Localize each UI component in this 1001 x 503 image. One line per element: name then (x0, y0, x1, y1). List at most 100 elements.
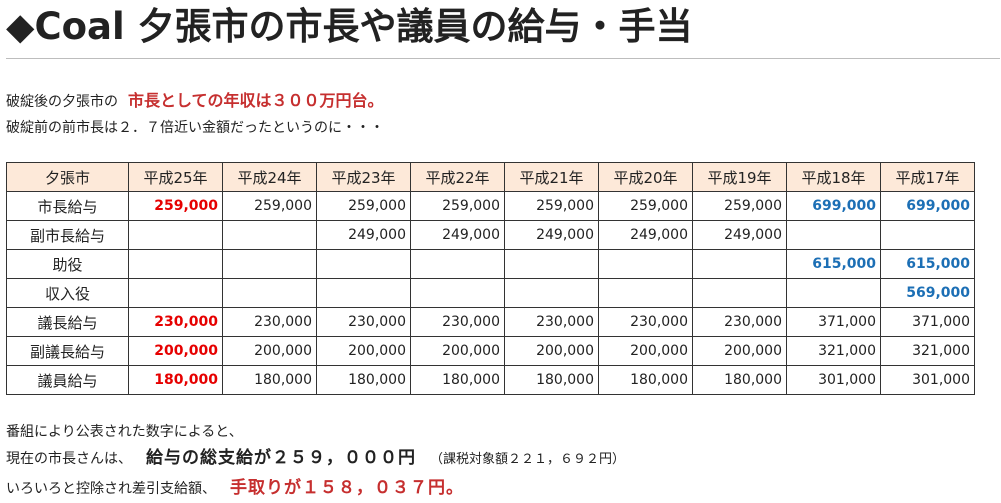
row-label: 収入役 (6, 278, 129, 308)
table-cell: 615,000 (786, 249, 881, 279)
table-cell: 180,000 (128, 365, 223, 395)
table-cell: 180,000 (316, 365, 411, 395)
table-cell: 200,000 (504, 336, 599, 366)
table-cell: 259,000 (504, 191, 599, 221)
row-label: 助役 (6, 249, 129, 279)
table-cell (316, 278, 411, 308)
row-label: 議長給与 (6, 307, 129, 337)
table-header-row: 夕張市 平成25年 平成24年 平成23年 平成22年 平成21年 平成20年 … (6, 162, 975, 192)
table-row: 議員給与 180,000 180,000 180,000 180,000 180… (6, 365, 975, 395)
footer-line-3-prefix: いろいろと控除され差引支給額、 (6, 481, 216, 497)
table-header-cell: 平成23年 (316, 162, 411, 192)
table-cell (222, 278, 317, 308)
table-cell: 230,000 (692, 307, 787, 337)
table-cell: 259,000 (316, 191, 411, 221)
table-cell (504, 278, 599, 308)
table-cell (128, 278, 223, 308)
table-row: 副市長給与 249,000 249,000 249,000 249,000 24… (6, 220, 975, 250)
table-cell: 200,000 (316, 336, 411, 366)
table-cell (504, 249, 599, 279)
table-cell: 699,000 (786, 191, 881, 221)
footer-line-3: いろいろと控除され差引支給額、 手取りが１５８，０３７円。 (6, 476, 464, 501)
table-cell: 259,000 (410, 191, 505, 221)
table-cell (410, 278, 505, 308)
table-row: 議長給与 230,000 230,000 230,000 230,000 230… (6, 307, 975, 337)
table-cell: 230,000 (410, 307, 505, 337)
table-cell: 699,000 (880, 191, 975, 221)
table-cell: 230,000 (598, 307, 693, 337)
row-label: 副議長給与 (6, 336, 129, 366)
table-row: 市長給与 259,000 259,000 259,000 259,000 259… (6, 191, 975, 221)
table-cell: 301,000 (786, 365, 881, 395)
title-divider (6, 58, 1000, 59)
table-cell (128, 249, 223, 279)
table-header-cell: 平成24年 (222, 162, 317, 192)
table-cell: 200,000 (410, 336, 505, 366)
take-home-text: 手取りが１５８，０３７円。 (230, 478, 464, 498)
footer-line-2-prefix: 現在の市長さんは、 (6, 451, 132, 467)
table-cell: 259,000 (128, 191, 223, 221)
table-cell: 249,000 (316, 220, 411, 250)
table-cell: 615,000 (880, 249, 975, 279)
table-cell: 230,000 (316, 307, 411, 337)
page-title: ◆Coal 夕張市の市長や議員の給与・手当 (6, 5, 693, 48)
table-cell: 371,000 (786, 307, 881, 337)
intro-highlight: 市長としての年収は３００万円台。 (128, 91, 384, 110)
table-cell: 200,000 (128, 336, 223, 366)
table-cell: 200,000 (598, 336, 693, 366)
table-row: 助役 615,000 615,000 (6, 249, 975, 279)
table-cell: 249,000 (692, 220, 787, 250)
table-cell: 230,000 (222, 307, 317, 337)
table-row: 副議長給与 200,000 200,000 200,000 200,000 20… (6, 336, 975, 366)
footer-line-1: 番組により公表された数字によると、 (6, 424, 243, 440)
table-cell: 180,000 (598, 365, 693, 395)
table-cell: 371,000 (880, 307, 975, 337)
table-cell (692, 278, 787, 308)
intro-line-2: 破綻前の前市長は２．７倍近い金額だったというのに・・・ (6, 120, 384, 136)
footer-line-2: 現在の市長さんは、 給与の総支給が２５９，０００円 （課税対象額２２１，６９２円） (6, 446, 625, 472)
table-header-cell: 平成25年 (128, 162, 223, 192)
table-cell: 321,000 (880, 336, 975, 366)
table-header-cell: 平成19年 (692, 162, 787, 192)
table-cell (128, 220, 223, 250)
table-cell: 321,000 (786, 336, 881, 366)
table-cell: 259,000 (692, 191, 787, 221)
table-header-cell: 平成20年 (598, 162, 693, 192)
table-cell: 200,000 (222, 336, 317, 366)
table-cell: 259,000 (598, 191, 693, 221)
table-cell: 301,000 (880, 365, 975, 395)
table-cell: 180,000 (692, 365, 787, 395)
table-cell: 249,000 (504, 220, 599, 250)
table-cell: 180,000 (504, 365, 599, 395)
table-cell: 180,000 (222, 365, 317, 395)
row-label: 市長給与 (6, 191, 129, 221)
table-cell (786, 278, 881, 308)
table-cell (692, 249, 787, 279)
table-cell: 180,000 (410, 365, 505, 395)
table-cell: 569,000 (880, 278, 975, 308)
table-cell: 230,000 (504, 307, 599, 337)
table-cell (786, 220, 881, 250)
table-cell (598, 249, 693, 279)
table-header-cell: 平成22年 (410, 162, 505, 192)
table-cell (222, 249, 317, 279)
table-cell: 249,000 (410, 220, 505, 250)
table-row: 収入役 569,000 (6, 278, 975, 308)
table-cell: 200,000 (692, 336, 787, 366)
table-cell (316, 249, 411, 279)
table-cell (598, 278, 693, 308)
table-cell (222, 220, 317, 250)
table-cell: 259,000 (222, 191, 317, 221)
intro-prefix: 破綻後の夕張市の (6, 94, 118, 110)
table-cell: 249,000 (598, 220, 693, 250)
table-cell (880, 220, 975, 250)
taxable-amount-note: （課税対象額２２１，６９２円） (430, 452, 626, 467)
table-cell (410, 249, 505, 279)
gross-salary-text: 給与の総支給が２５９，０００円 (146, 448, 416, 468)
salary-table: 夕張市 平成25年 平成24年 平成23年 平成22年 平成21年 平成20年 … (6, 162, 975, 395)
row-label: 議員給与 (6, 365, 129, 395)
table-cell: 230,000 (128, 307, 223, 337)
intro-line-1: 破綻後の夕張市の 市長としての年収は３００万円台。 (6, 89, 384, 114)
table-header-cell: 夕張市 (6, 162, 129, 192)
table-header-cell: 平成21年 (504, 162, 599, 192)
